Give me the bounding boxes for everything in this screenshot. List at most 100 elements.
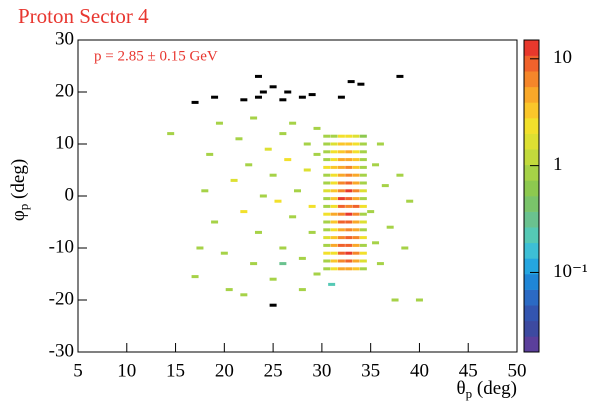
heat-cell <box>359 228 367 232</box>
colorbar-band <box>524 258 539 275</box>
heat-cell <box>323 220 331 224</box>
heat-cell <box>284 158 292 162</box>
heat-cell <box>330 212 338 216</box>
heat-cell <box>196 246 204 250</box>
heat-cell <box>347 80 355 84</box>
heat-cell <box>323 197 331 201</box>
heat-cell <box>330 267 338 271</box>
heat-cell <box>345 189 353 193</box>
heat-cell <box>345 150 353 154</box>
colorbar-band <box>524 180 539 197</box>
heat-cell <box>352 204 360 208</box>
heat-cell <box>330 204 338 208</box>
x-axis-label: θp (deg) <box>457 378 517 401</box>
heat-cell <box>254 74 262 78</box>
heat-cell <box>352 236 360 240</box>
y-label-sub: p <box>16 204 31 211</box>
heat-cell <box>359 142 367 146</box>
heat-cell <box>330 259 338 263</box>
heat-cell <box>337 212 345 216</box>
heat-cell <box>269 277 277 281</box>
heat-cell <box>359 267 367 271</box>
heat-cell <box>345 236 353 240</box>
colorbar-band <box>524 320 539 337</box>
x-tick-label: 30 <box>312 360 331 381</box>
heat-cell <box>323 251 331 255</box>
colorbar-band <box>524 336 539 353</box>
heat-cell <box>323 204 331 208</box>
colorbar-band <box>524 133 539 150</box>
heat-cell <box>279 246 287 250</box>
heat-cell <box>279 262 287 266</box>
y-tick-label: 0 <box>65 184 75 205</box>
heat-cell <box>269 173 277 177</box>
colorbar-band <box>524 305 539 322</box>
heat-cell <box>396 74 404 78</box>
colorbar-band <box>524 274 539 290</box>
heat-cell <box>345 204 353 208</box>
heat-cell <box>359 197 367 201</box>
y-tick-label: 10 <box>55 132 74 153</box>
heat-cell <box>240 293 248 297</box>
heat-cell <box>211 220 219 224</box>
heat-cell <box>352 259 360 263</box>
x-label-symbol: θ <box>457 378 466 399</box>
heat-cell <box>201 189 209 193</box>
y-tick-label: 30 <box>55 28 74 49</box>
heat-cell <box>245 163 253 167</box>
heat-cell <box>298 288 306 292</box>
heat-cell <box>323 267 331 271</box>
heat-cell <box>323 243 331 247</box>
heat-cell <box>330 150 338 154</box>
heat-cell <box>345 243 353 247</box>
heat-cell <box>308 93 316 97</box>
heat-cell <box>330 189 338 193</box>
heat-cell <box>345 181 353 185</box>
heat-cell <box>330 236 338 240</box>
heat-cell <box>359 134 367 138</box>
heat-cell <box>337 236 345 240</box>
heat-cell <box>284 90 292 94</box>
heat-cell <box>328 282 336 286</box>
x-tick-label: 40 <box>410 360 429 381</box>
plot-frame <box>77 39 518 353</box>
heat-cell <box>391 298 399 302</box>
heat-cell <box>298 256 306 260</box>
heat-cell <box>352 158 360 162</box>
heat-cell <box>298 95 306 99</box>
heat-cell <box>345 267 353 271</box>
x-tick-label: 10 <box>117 360 136 381</box>
heat-cell <box>313 126 321 130</box>
heat-cell <box>225 288 233 292</box>
heat-cell <box>235 137 243 141</box>
heat-cell <box>323 173 331 177</box>
colorbar-band <box>524 118 539 134</box>
heat-cell <box>337 243 345 247</box>
heat-cell <box>415 298 423 302</box>
heat-cell <box>372 163 380 167</box>
heat-cell <box>345 158 353 162</box>
heat-cell <box>337 197 345 201</box>
heat-cell <box>337 150 345 154</box>
colorbar-band <box>524 242 539 259</box>
heat-cell <box>337 204 345 208</box>
heat-cell <box>330 181 338 185</box>
heat-cell <box>386 225 394 229</box>
colorbar-band <box>524 55 539 72</box>
heat-cell <box>323 181 331 185</box>
heat-cell <box>323 165 331 169</box>
heat-cell <box>352 251 360 255</box>
heat-cell <box>401 246 409 250</box>
heat-cell <box>376 142 384 146</box>
heat-cell <box>406 199 414 203</box>
y-axis-label: φp (deg) <box>8 159 31 221</box>
chart-title: Proton Sector 4 <box>18 4 149 28</box>
heat-cell <box>250 262 258 266</box>
heat-cell <box>191 275 199 279</box>
y-tick-label: -30 <box>49 340 74 361</box>
heat-cell <box>254 95 262 99</box>
heat-cell <box>345 259 353 263</box>
annotation: p = 2.85 ± 0.15 GeV <box>94 48 218 64</box>
heat-cell <box>359 165 367 169</box>
colorbar-band <box>524 289 539 306</box>
